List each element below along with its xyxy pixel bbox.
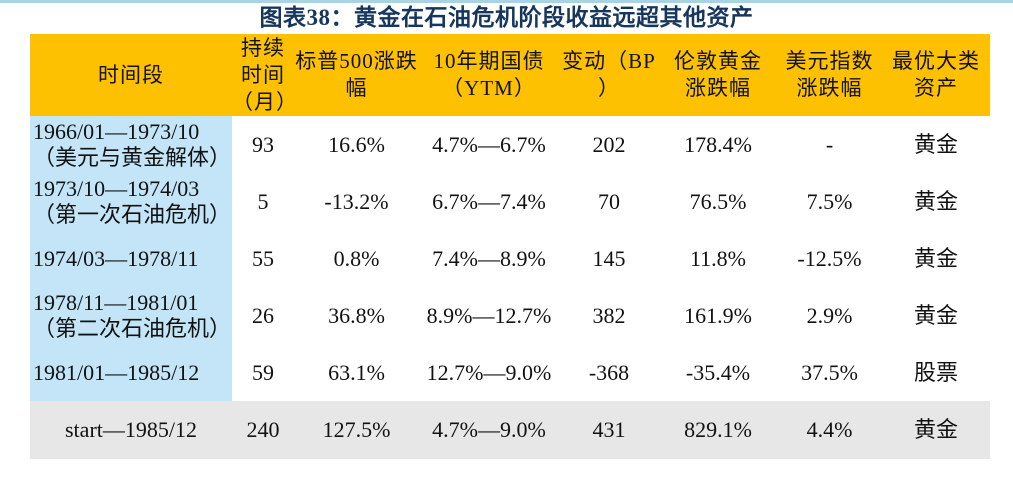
cell-period: 1981/01—1985/12: [30, 344, 232, 401]
cell-period: 1974/03—1978/11: [30, 230, 232, 287]
column-header-sp500: 标普500涨跌 幅: [294, 34, 419, 116]
cell-bp-change: 145: [592, 245, 626, 271]
column-header-treasury-ytm: 10年期国债 （YTM）: [419, 34, 559, 116]
cell-duration-months: 240: [232, 401, 294, 459]
cell-best-asset: 股票: [913, 359, 958, 385]
cell-duration-months: 93: [252, 131, 274, 157]
column-header-duration: 持续 时间 （月）: [232, 34, 294, 116]
cell-period: 1966/01—1973/10 （美元与黄金解体）: [30, 116, 232, 173]
cell-london-gold-change: 178.4%: [684, 131, 752, 157]
table-row: 1981/01—1985/12 59 63.1% 12.7%—9.0% -368 -35.…: [30, 344, 990, 401]
cell-usd-index-change: -: [825, 131, 834, 157]
cell-usd-index-change: 4.4%: [777, 401, 882, 459]
column-header-london-gold: 伦敦黄金 涨跌幅: [659, 34, 777, 116]
column-header-best-asset: 最优大类 资产: [882, 34, 990, 116]
cell-duration-months: 55: [252, 245, 274, 271]
cell-period: 1978/11—1981/01 （第二次石油危机）: [30, 287, 232, 344]
cell-london-gold-change: 11.8%: [689, 245, 746, 271]
cell-treasury-ytm: 6.7%—7.4%: [432, 188, 546, 214]
cell-best-asset: 黄金: [882, 401, 990, 459]
cell-sp500-change: 16.6%: [328, 131, 385, 157]
cell-duration-months: 59: [252, 359, 274, 385]
table-row: 1978/11—1981/01 （第二次石油危机） 26 36.8% 8.9%—12.…: [30, 287, 990, 344]
cell-best-asset: 黄金: [913, 131, 958, 157]
header-row: 时间段 持续 时间 （月） 标普500涨跌 幅 10年期国债 （YTM） 变动（…: [30, 34, 990, 116]
cell-treasury-ytm: 4.7%—9.0%: [419, 401, 559, 459]
cell-bp-change: 382: [592, 302, 626, 328]
cell-london-gold-change: 829.1%: [659, 401, 777, 459]
column-header-period: 时间段: [30, 34, 232, 116]
cell-duration-months: 26: [252, 302, 274, 328]
cell-period: 1973/10—1974/03 （第一次石油危机）: [30, 173, 232, 230]
cell-sp500-change: 0.8%: [333, 245, 380, 271]
cell-london-gold-change: -35.4%: [685, 359, 751, 385]
cell-usd-index-change: -12.5%: [797, 245, 862, 271]
cell-usd-index-change: 7.5%: [806, 188, 853, 214]
cell-treasury-ytm: 12.7%—9.0%: [426, 359, 552, 385]
table-body: 1966/01—1973/10 （美元与黄金解体） 93 16.6% 4.7%—6.7…: [30, 116, 990, 459]
cell-bp-change: 70: [598, 188, 620, 214]
cell-usd-index-change: 2.9%: [806, 302, 853, 328]
cell-period: start—1985/12: [30, 401, 232, 459]
cell-bp-change: -368: [588, 359, 630, 385]
table-row: 1966/01—1973/10 （美元与黄金解体） 93 16.6% 4.7%—6.7…: [30, 116, 990, 173]
cell-treasury-ytm: 8.9%—12.7%: [426, 302, 552, 328]
column-header-bp-change: 变动（BP ）: [559, 34, 659, 116]
cell-london-gold-change: 76.5%: [689, 188, 747, 214]
cell-bp-change: 202: [592, 131, 626, 157]
table-row: 1973/10—1974/03 （第一次石油危机） 5 -13.2% 6.7%—7.4…: [30, 173, 990, 230]
cell-treasury-ytm: 7.4%—8.9%: [432, 245, 546, 271]
figure-title: 图表38：黄金在石油危机阶段收益远超其他资产: [259, 5, 754, 30]
cell-sp500-change: 63.1%: [328, 359, 385, 385]
cell-treasury-ytm: 4.7%—6.7%: [432, 131, 546, 157]
cell-duration-months: 5: [257, 188, 269, 214]
cell-best-asset: 黄金: [913, 302, 958, 328]
cell-usd-index-change: 37.5%: [801, 359, 858, 385]
oil-crisis-asset-returns-table: 时间段 持续 时间 （月） 标普500涨跌 幅 10年期国债 （YTM） 变动（…: [30, 34, 990, 459]
cell-sp500-change: -13.2%: [324, 188, 389, 214]
cell-best-asset: 黄金: [913, 188, 958, 214]
column-header-usd-index: 美元指数 涨跌幅: [777, 34, 882, 116]
cell-sp500-change: 127.5%: [294, 401, 419, 459]
cell-sp500-change: 36.8%: [328, 302, 385, 328]
top-border-line: [0, 0, 1013, 3]
cell-bp-change: 431: [559, 401, 659, 459]
table-row: 1974/03—1978/11 55 0.8% 7.4%—8.9% 145 11.8% -1…: [30, 230, 990, 287]
cell-best-asset: 黄金: [913, 245, 958, 271]
cell-london-gold-change: 161.9%: [684, 302, 752, 328]
summary-row: start—1985/12 240 127.5% 4.7%—9.0% 431 829.1%…: [30, 401, 990, 459]
